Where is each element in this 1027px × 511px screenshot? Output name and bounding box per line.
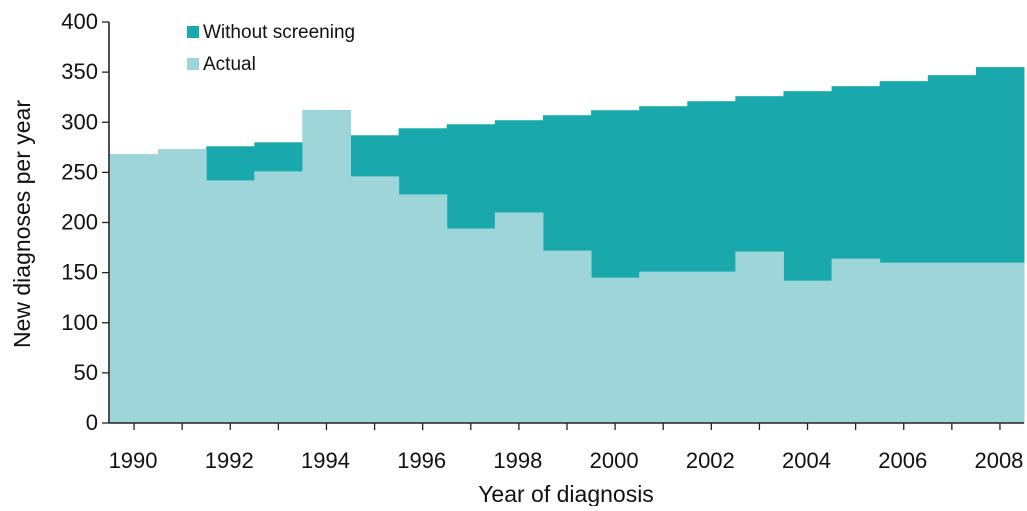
x-tick-label: 1998 [493,448,542,473]
actual-bar [927,262,977,423]
y-tick-label: 300 [61,109,98,134]
x-tick-label: 1996 [397,448,446,473]
actual-bar [975,262,1025,423]
projection-dot-overlay [975,262,977,423]
actual-bar [879,262,929,423]
legend-label-actual: Actual [203,54,256,75]
actual-bar [110,154,159,423]
y-tick-label: 0 [86,410,98,435]
actual-bar [735,251,784,423]
legend-swatch-without-screening [187,26,199,38]
actual-bar [206,180,255,423]
x-tick-label: 2000 [590,448,639,473]
y-tick-label: 150 [61,260,98,285]
legend-label-without-screening: Without screening [203,22,355,43]
actual-bar [446,228,496,423]
actual-bar [591,277,640,423]
x-axis-title: Year of diagnosis [478,481,654,506]
actual-bar [398,194,448,423]
actual-bar [783,280,833,423]
actual-bar [831,258,881,423]
actual-bar [639,271,688,423]
actual-bar [687,271,736,423]
x-tick-label: 2008 [974,448,1023,473]
y-tick-label: 100 [61,310,98,335]
y-tick-label: 200 [61,210,98,235]
y-tick-label: 400 [61,9,98,34]
actual-bar [302,110,352,423]
x-tick-label: 1992 [205,448,254,473]
actual-bar [350,176,400,423]
projection-dot-overlay [1023,262,1025,423]
actual-bar [494,212,544,423]
y-tick-label: 350 [61,59,98,84]
x-tick-label: 2006 [878,448,927,473]
x-tick-label: 1990 [109,448,158,473]
x-tick-label: 1994 [301,448,350,473]
actual-bar [158,149,207,423]
legend-swatch-actual [187,58,199,70]
y-axis-title: New diagnoses per year [9,100,35,348]
x-tick-label: 2002 [686,448,735,473]
actual-bar [254,171,303,423]
x-tick-label: 2004 [782,448,831,473]
y-tick-label: 250 [61,159,98,184]
projection-dot-overlay [927,262,929,423]
actual-bar [542,250,592,423]
y-tick-label: 50 [74,360,98,385]
